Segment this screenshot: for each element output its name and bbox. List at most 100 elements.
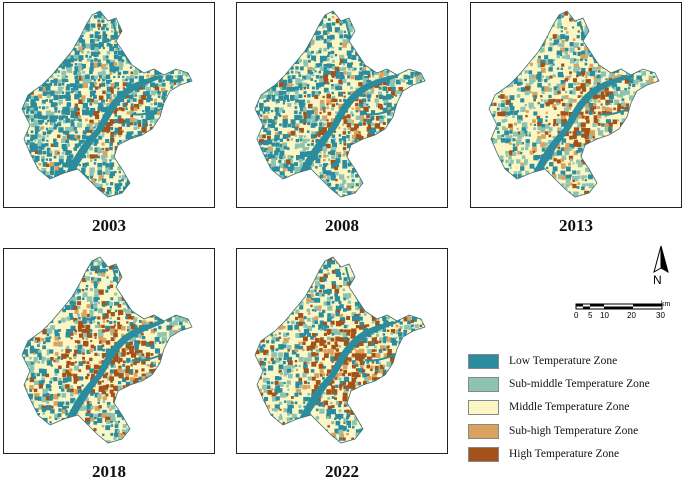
zone-cell: [61, 174, 66, 179]
zone-cell: [166, 146, 169, 149]
zone-cell: [170, 103, 176, 109]
zone-cell: [146, 195, 150, 197]
zone-cell: [351, 134, 357, 140]
zone-cell: [22, 90, 28, 96]
zone-cell: [496, 127, 499, 130]
zone-cell: [568, 66, 572, 70]
zone-cell: [648, 186, 653, 192]
zone-cell: [94, 288, 99, 294]
zone-cell: [90, 280, 94, 284]
zone-cell: [105, 34, 108, 37]
zone-cell: [653, 106, 659, 112]
zone-cell: [101, 15, 105, 20]
zone-cell: [105, 170, 110, 175]
zone-cell: [588, 50, 591, 53]
zone-cell: [537, 39, 542, 44]
zone-cell: [350, 122, 355, 126]
zone-cell: [287, 11, 290, 14]
zone-cell: [604, 27, 610, 33]
zone-cell: [366, 79, 372, 85]
zone-cell: [640, 115, 644, 120]
zone-cell: [402, 79, 406, 83]
zone-cell: [508, 50, 513, 54]
zone-cell: [165, 134, 170, 139]
zone-cell: [339, 75, 345, 81]
zone-cell: [250, 196, 253, 199]
zone-cell: [418, 91, 424, 97]
zone-cell: [22, 107, 26, 111]
zone-cell: [585, 110, 589, 114]
zone-cell: [198, 140, 203, 145]
zone-cell: [141, 94, 147, 100]
zone-cell: [61, 11, 67, 12]
zone-cell: [386, 179, 390, 183]
zone-cell: [54, 102, 58, 106]
zone-cell: [30, 99, 36, 105]
zone-cell: [584, 179, 587, 182]
zone-cell: [431, 175, 435, 179]
zone-cell: [581, 35, 586, 41]
zone-cell: [541, 90, 545, 94]
zone-cell: [45, 59, 51, 65]
zone-cell: [560, 163, 566, 169]
zone-cell: [58, 30, 62, 34]
zone-cell: [186, 138, 189, 141]
zone-cell: [173, 257, 179, 260]
zone-cell: [657, 103, 659, 108]
zone-cell: [283, 11, 286, 14]
zone-cell: [509, 11, 515, 13]
zone-cell: [419, 74, 425, 80]
zone-cell: [193, 172, 195, 174]
zone-cell: [137, 269, 142, 274]
zone-cell: [186, 190, 192, 196]
zone-cell: [106, 8, 108, 10]
zone-cell: [601, 87, 606, 92]
zone-cell: [98, 86, 101, 89]
zone-cell: [338, 47, 342, 51]
zone-cell: [165, 26, 169, 29]
zone-cell: [318, 134, 321, 138]
zone-cell: [182, 22, 185, 26]
zone-cell: [411, 194, 415, 197]
zone-cell: [267, 118, 273, 124]
zone-cell: [330, 150, 336, 156]
zone-cell: [161, 66, 166, 71]
zone-cell: [193, 14, 196, 17]
zone-cell: [46, 293, 52, 299]
zone-cell: [604, 63, 608, 66]
zone-cell: [170, 167, 176, 172]
zone-cell: [383, 103, 386, 106]
zone-cell: [501, 170, 507, 175]
zone-cell: [98, 42, 104, 48]
zone-cell: [66, 281, 70, 284]
zone-cell: [33, 70, 39, 75]
zone-cell: [25, 114, 31, 120]
zone-cell: [298, 99, 304, 106]
zone-cell: [173, 171, 179, 176]
zone-cell: [322, 186, 325, 189]
zone-cell: [636, 11, 642, 17]
zone-cell: [33, 268, 38, 274]
zone-cell: [41, 51, 47, 57]
zone-cell: [41, 135, 46, 140]
zone-cell: [489, 79, 491, 82]
zone-cell: [270, 15, 275, 20]
zone-cell: [177, 78, 182, 84]
zone-cell: [509, 150, 515, 156]
zone-cell: [46, 280, 52, 286]
zone-cell: [197, 158, 202, 163]
zone-cell: [391, 199, 395, 203]
zone-cell: [178, 99, 184, 105]
zone-cell: [37, 66, 42, 71]
zone-cell: [342, 67, 347, 71]
zone-cell: [82, 292, 88, 298]
zone-cell: [548, 139, 553, 145]
zone-cell: [190, 71, 192, 76]
zone-cell: [492, 42, 496, 46]
zone-cell: [387, 186, 392, 191]
zone-cell: [171, 199, 175, 203]
zone-cell: [617, 42, 622, 47]
zone-cell: [57, 79, 62, 83]
zone-cell: [339, 142, 342, 145]
zone-cell: [101, 126, 108, 133]
